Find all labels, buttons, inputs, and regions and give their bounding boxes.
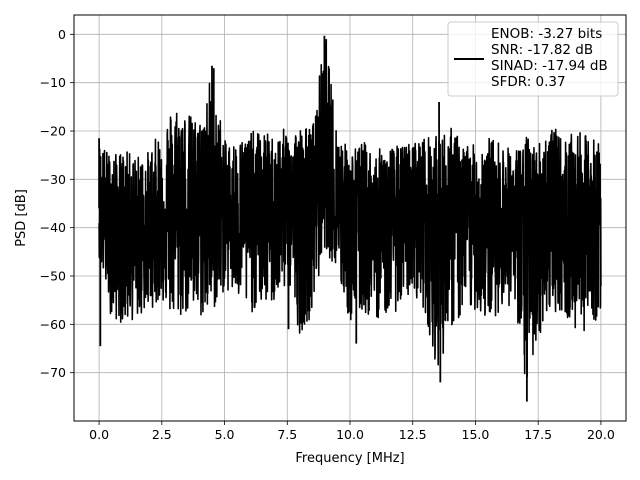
x-tick-label: 2.5 <box>152 427 172 442</box>
x-axis: 0.0 2.5 5.0 7.5 10.0 12.5 15.0 17.5 20.0 <box>89 421 615 442</box>
x-tick-label: 20.0 <box>587 427 615 442</box>
x-tick-label: 5.0 <box>215 427 235 442</box>
x-tick-label: 0.0 <box>89 427 109 442</box>
legend-entry-enob: ENOB: -3.27 bits <box>491 26 602 42</box>
x-tick-label: 12.5 <box>399 427 427 442</box>
legend-entry-sfdr: SFDR: 0.37 <box>491 74 566 90</box>
y-tick-label: −70 <box>40 365 66 380</box>
y-tick-label: −30 <box>40 172 66 187</box>
y-tick-label: −60 <box>40 317 66 332</box>
x-tick-label: 7.5 <box>277 427 297 442</box>
y-tick-label: 0 <box>58 27 66 42</box>
legend-entry-sinad: SINAD: -17.94 dB <box>491 58 608 74</box>
x-tick-label: 10.0 <box>336 427 364 442</box>
legend-entry-snr: SNR: -17.82 dB <box>491 42 593 58</box>
y-tick-label: −10 <box>40 75 66 90</box>
y-axis: 0 −10 −20 −30 −40 −50 −60 −70 <box>40 27 74 380</box>
x-tick-label: 15.0 <box>462 427 490 442</box>
x-tick-label: 17.5 <box>524 427 552 442</box>
legend-box <box>447 21 619 97</box>
psd-series-line <box>98 42 602 378</box>
y-tick-label: −50 <box>40 269 66 284</box>
y-tick-label: −40 <box>40 220 66 235</box>
y-axis-title: PSD [dB] <box>14 189 29 247</box>
series-layer <box>98 35 602 402</box>
y-tick-label: −20 <box>40 124 66 139</box>
x-axis-title: Frequency [MHz] <box>295 451 404 466</box>
legend: ENOB: -3.27 bits SNR: -17.82 dB SINAD: -… <box>447 21 619 97</box>
